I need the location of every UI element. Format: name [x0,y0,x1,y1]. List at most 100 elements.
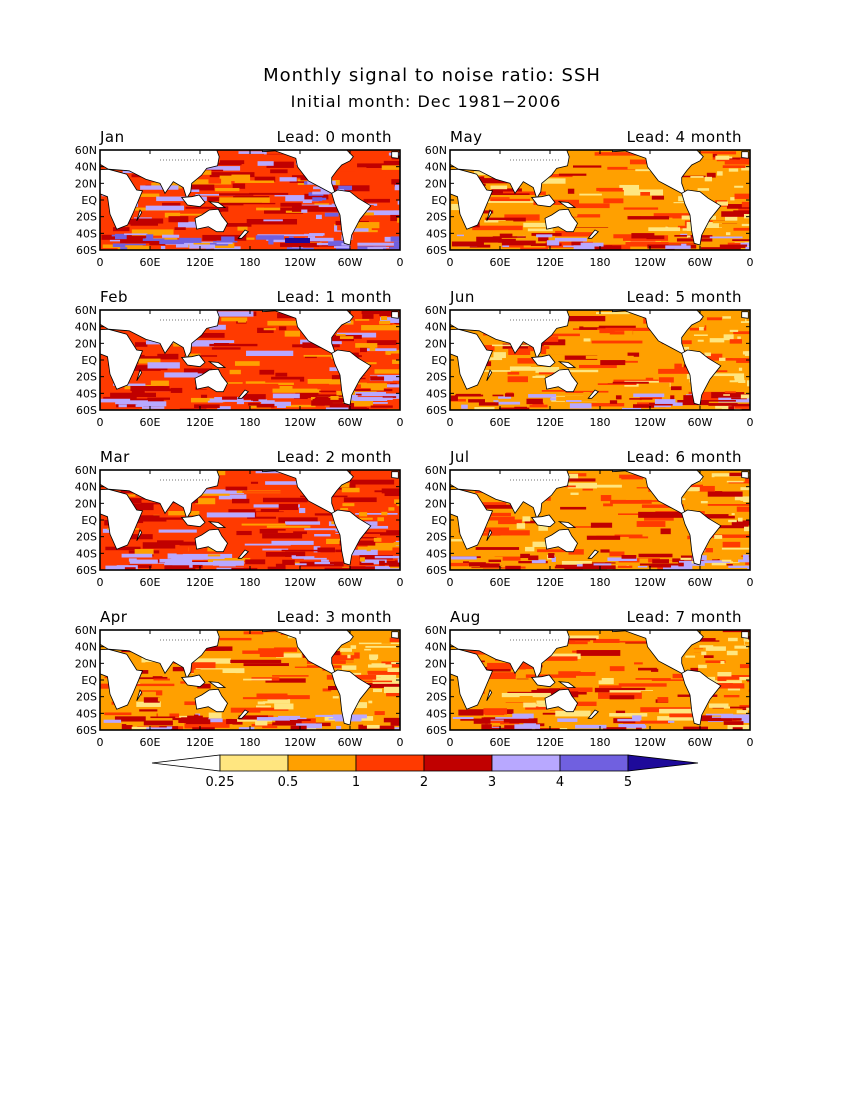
value-patch [314,561,335,565]
lat-tick-label: 20S [76,211,97,224]
value-patch [502,343,544,349]
value-patch [612,488,649,494]
land-mass [587,709,599,719]
value-patch [632,354,657,360]
value-patch [643,665,677,668]
value-patch [736,506,750,512]
land-mass [450,648,494,710]
value-patch [145,205,185,211]
value-patch [688,649,705,653]
value-patch [726,204,750,209]
value-patch [708,387,750,392]
value-patch [678,196,688,202]
value-patch [364,648,371,651]
value-patch [743,554,749,561]
value-patch [540,195,577,202]
value-patch [159,558,193,563]
value-patch [232,183,246,189]
value-patch [541,389,567,392]
value-patch [492,394,504,397]
value-patch [704,400,736,402]
value-patch [142,542,176,549]
value-patch [556,527,607,534]
value-patch [369,346,376,351]
value-patch [314,397,348,402]
value-patch [126,218,138,225]
value-patch [555,230,593,237]
panel-month-label: Apr [100,608,128,626]
value-patch [208,712,222,719]
value-patch [450,395,458,401]
value-patch [103,396,137,401]
value-patch [315,396,329,403]
value-patch [396,501,400,507]
value-patch [736,710,748,714]
value-patch [231,718,272,722]
lon-tick-label: 60E [140,576,161,589]
value-patch [575,724,607,729]
value-patch [608,222,631,227]
lon-tick-label: 60E [490,256,511,269]
value-patch [651,198,665,203]
value-patch [709,236,743,239]
value-patch [157,540,184,545]
value-patch [329,561,336,564]
value-patch [635,168,651,172]
value-patch [244,543,291,546]
value-patch [732,239,750,241]
value-patch [574,722,606,725]
value-patch [609,695,635,700]
value-patch [383,717,400,723]
value-patch [159,239,185,245]
value-patch [123,541,162,544]
value-patch [141,406,165,409]
value-patch [138,358,161,364]
value-patch [603,503,613,507]
value-patch [343,497,377,503]
value-patch [128,564,152,568]
value-patch [254,230,305,235]
value-patch [219,562,236,567]
value-patch [374,711,385,716]
lon-tick-label: 0 [397,416,404,429]
value-patch [638,553,673,558]
value-patch [265,379,300,383]
value-patch [732,717,742,721]
value-patch [700,717,733,722]
value-patch [272,388,321,393]
value-patch [340,507,350,511]
value-patch [351,205,394,211]
value-patch [698,548,713,553]
value-patch [740,394,750,399]
value-patch [538,236,549,242]
land-mass [207,521,227,528]
value-patch [254,333,278,338]
lon-tick-label: 0 [747,256,754,269]
value-patch [556,396,596,401]
value-patch [189,244,216,249]
value-patch [216,567,244,570]
value-patch [318,205,337,208]
value-patch [479,193,530,195]
value-patch [687,484,703,489]
value-patch [230,699,268,702]
value-patch [147,362,180,369]
land-mass [100,168,144,230]
value-patch [272,393,300,399]
value-patch [632,715,642,721]
value-patch [525,685,550,689]
value-patch [548,553,555,558]
value-patch [463,561,469,563]
value-patch [622,407,642,410]
value-patch [474,407,495,410]
value-patch [379,397,393,400]
colorbar-segment [355,754,425,772]
value-patch [609,666,625,672]
lon-tick-label: 0 [397,576,404,589]
value-patch [698,485,715,492]
value-patch [567,691,579,698]
value-patch [483,230,524,236]
lon-tick-label: 180 [590,576,611,589]
value-patch [302,200,312,204]
